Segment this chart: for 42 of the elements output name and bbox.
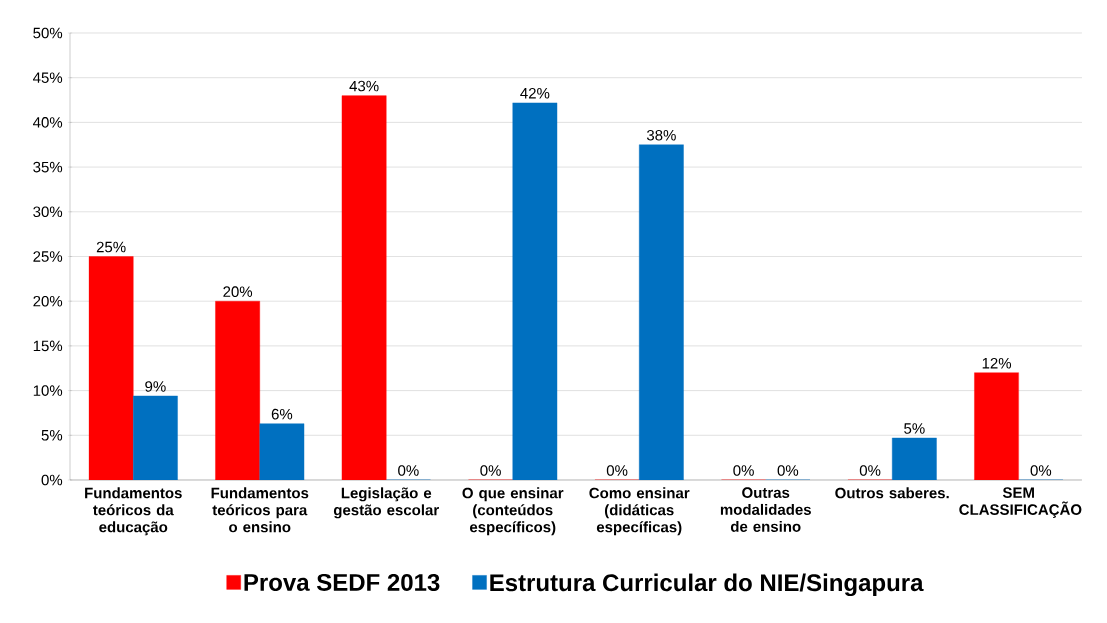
data-label: 0% [777,465,799,476]
y-tick-label: 10% [33,385,63,396]
data-label: 9% [145,381,166,392]
data-label: 5% [904,423,925,434]
y-tick-label: 5% [41,430,63,441]
x-tick-label: Legislação e gestão escolar [333,487,439,519]
data-label: 6% [271,408,293,420]
y-tick-label: 15% [33,340,63,352]
data-label: 0% [859,465,881,476]
y-tick-label: 45% [33,72,63,83]
bar [259,423,305,480]
data-label: 0% [398,465,419,476]
x-tick-label: O que ensinar (conteúdos específicos) [462,487,564,536]
y-tick-label: 50% [33,27,63,39]
bar [133,395,178,480]
bar [892,437,937,480]
x-tick-label: Fundamentos teóricos da educação [85,487,182,536]
legend-label: Estrutura Curricular do NIE/Singapura [490,573,924,597]
data-label: 20% [223,286,253,297]
data-label: 38% [646,129,676,141]
legend-label: Prova SEDF 2013 [244,573,440,591]
x-tick-label: Como ensinar (didáticas específicas) [589,487,690,536]
x-tick-label: SEM CLASSIFICAÇÃO [959,487,1082,518]
data-label: 12% [982,357,1012,369]
data-label: 0% [606,465,628,476]
bar [639,144,684,480]
y-tick-label: 0% [41,474,63,486]
data-label: 42% [520,87,550,99]
x-tick-label: Outras modalidades de ensino [720,487,811,532]
data-label: 25% [96,241,126,253]
x-tick-label: Fundamentos teóricos para o ensino [211,487,309,533]
data-label: 0% [1030,465,1052,476]
y-tick-label: 35% [33,161,63,173]
y-tick-label: 25% [33,251,63,262]
data-label: 43% [349,80,379,92]
x-tick-label: Outros saberes. [835,487,949,499]
data-label: 0% [480,465,501,476]
data-label: 0% [733,465,754,476]
y-tick-label: 20% [33,295,63,307]
bar [512,102,558,480]
y-tick-label: 40% [33,117,63,128]
y-tick-label: 30% [33,206,63,218]
